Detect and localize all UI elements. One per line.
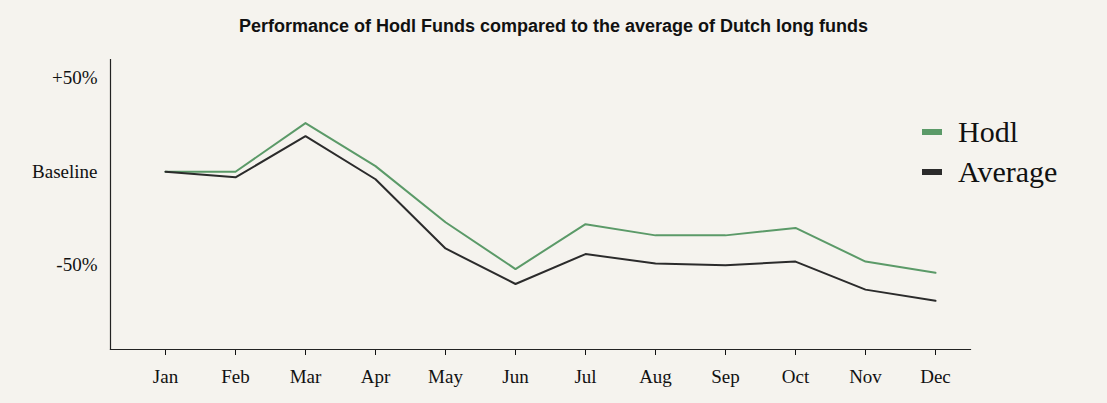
svg-text:Feb: Feb [221,366,250,387]
html-text:Hodl: Hodl [958,115,1018,148]
svg-text:Oct: Oct [782,366,810,387]
svg-text:-50%: -50% [56,254,97,275]
svg-text:May: May [428,366,463,387]
svg-text:Aug: Aug [639,366,672,387]
svg-text:Jul: Jul [574,366,596,387]
svg-text:Sep: Sep [711,366,740,387]
svg-text:Jan: Jan [153,366,179,387]
svg-text:Apr: Apr [361,366,391,387]
html-text:Average: Average [958,155,1058,188]
html-text:Performance of Hodl Funds comp: Performance of Hodl Funds compared to th… [239,16,868,36]
svg-text:Mar: Mar [290,366,322,387]
svg-text:Jun: Jun [502,366,529,387]
svg-text:Baseline: Baseline [32,161,97,182]
svg-text:Nov: Nov [849,366,882,387]
svg-text:Dec: Dec [920,366,951,387]
svg-text:+50%: +50% [52,67,98,88]
